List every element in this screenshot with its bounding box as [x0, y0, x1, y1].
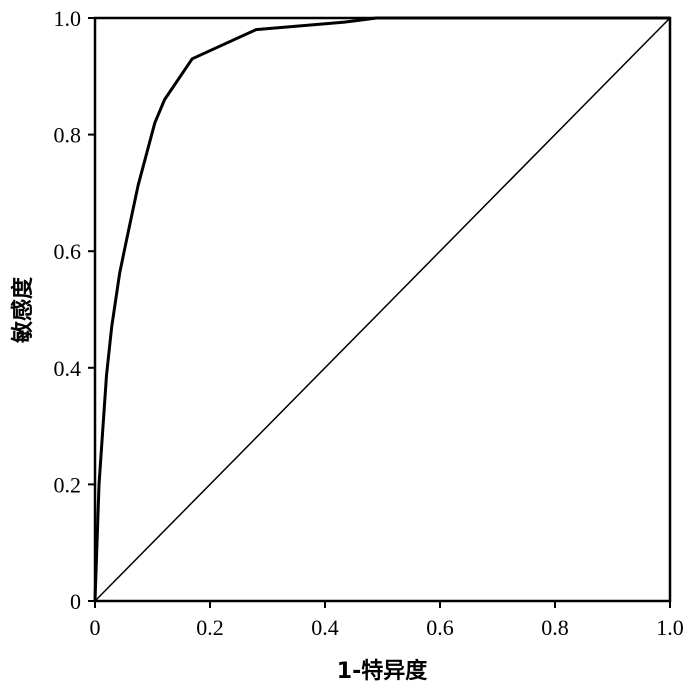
- y-tick-label: 0.6: [54, 239, 82, 264]
- x-tick-label: 0.4: [311, 615, 339, 640]
- x-tick-label: 0.2: [196, 615, 224, 640]
- y-axis-label: 敏感度: [10, 276, 36, 344]
- reference-diagonal: [94, 17, 671, 602]
- roc-curve: [93, 16, 670, 602]
- x-tick-label: 0: [90, 615, 101, 640]
- y-tick-label: 1.0: [54, 6, 82, 31]
- y-tick-label: 0.4: [54, 356, 82, 381]
- y-tick-label: 0: [70, 589, 81, 614]
- x-tick-label: 1.0: [656, 615, 684, 640]
- x-axis-label: 1-特异度: [337, 658, 428, 684]
- y-tick-label: 0.2: [54, 472, 82, 497]
- x-tick-label: 0.6: [426, 615, 454, 640]
- x-tick-label: 0.8: [541, 615, 569, 640]
- y-tick-label: 0.8: [54, 123, 82, 148]
